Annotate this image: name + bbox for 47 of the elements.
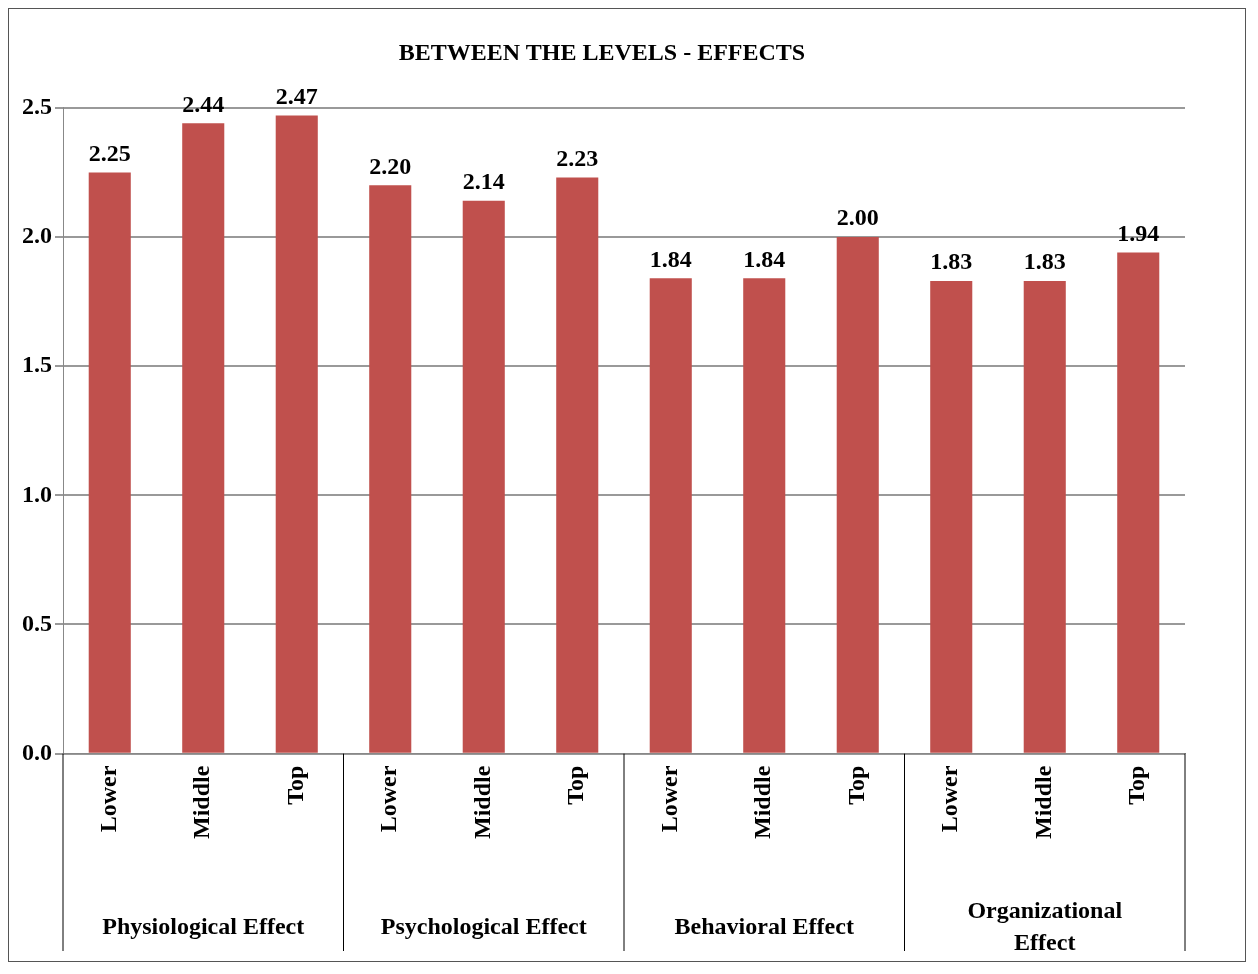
bar [275,115,318,753]
data-label: 2.00 [836,204,879,231]
bar [556,177,599,753]
data-label: 1.83 [1023,248,1066,275]
y-tick-label: 2.0 [22,222,52,249]
x-tick-label: Top [281,765,308,805]
bar [462,200,505,753]
text: Physiological Effect [102,912,305,939]
x-tick-label: Lower [936,765,963,833]
bar [836,236,879,753]
data-label: 1.84 [649,245,692,272]
y-tick-label: 1.0 [22,480,52,507]
x-tick-label: Lower [94,765,121,833]
data-label: 1.94 [1117,219,1160,246]
x-tick-label: Top [562,765,589,805]
bar [1117,252,1160,753]
bar [369,185,412,753]
data-label: 2.44 [182,90,225,117]
x-tick-label: Middle [468,765,495,840]
bar [1023,280,1066,753]
data-label: 2.20 [369,152,412,179]
chart-title: BETWEEN THE LEVELS - EFFECTS [398,38,806,65]
y-tick-label: 0.0 [22,738,52,765]
x-tick-label: Lower [375,765,402,833]
y-tick-label: 0.5 [22,609,52,636]
bar [88,172,131,753]
x-tick-label: Middle [749,765,776,840]
text: Behavioral Effect [674,912,854,939]
x-tick-label: Middle [1029,765,1056,840]
data-label: 2.25 [88,139,131,166]
bar [182,123,225,753]
x-tick-label: Top [842,765,869,805]
data-label: 1.83 [930,248,973,275]
bar [743,278,786,753]
data-label: 1.84 [743,245,786,272]
text: Psychological Effect [380,912,587,939]
data-label: 2.23 [556,144,599,171]
data-label: 2.14 [462,168,505,195]
x-tick-label: Middle [188,765,215,840]
text: Organizational Effect [967,896,1123,955]
y-tick-label: 1.5 [22,351,52,378]
y-tick-label: 2.5 [22,93,52,119]
bar [930,280,973,753]
data-label: 2.47 [275,82,318,109]
bar [649,278,692,753]
x-tick-label: Lower [655,765,682,833]
x-tick-label: Top [1123,765,1150,805]
